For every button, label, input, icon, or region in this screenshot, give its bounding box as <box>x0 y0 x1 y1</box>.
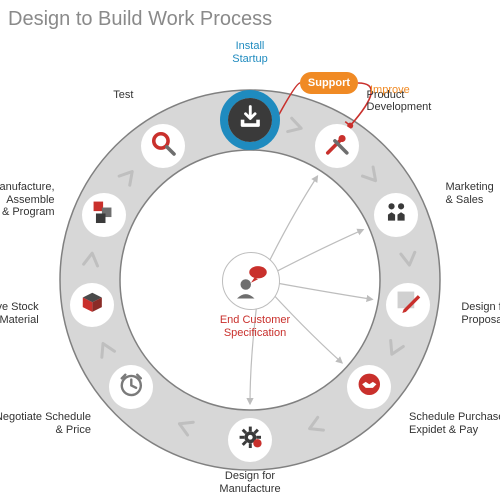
node-label: Install Startup <box>195 40 305 65</box>
handshake-icon <box>355 370 384 404</box>
process-node <box>109 365 153 409</box>
node-label: Design for Manufacture <box>195 470 305 495</box>
process-node <box>315 124 359 168</box>
process-node <box>70 283 114 327</box>
center-customer-icon <box>222 252 280 310</box>
people-icon <box>382 198 411 232</box>
support-pill-text: Support <box>308 77 350 89</box>
node-label: Negotiate Schedule & Price <box>0 411 91 436</box>
process-node <box>386 283 430 327</box>
process-node <box>141 124 185 168</box>
center-label: End Customer Specification <box>215 314 295 339</box>
node-label: Schedule Purchase, Expidet & Pay <box>409 411 500 436</box>
process-node <box>374 193 418 237</box>
pencil-icon <box>394 288 423 322</box>
process-node <box>347 365 391 409</box>
node-label: Test <box>23 89 133 102</box>
search-icon <box>149 129 178 163</box>
improve-label: Improve <box>370 84 410 96</box>
node-label: Recieve Stock & Martial Material <box>0 301 39 326</box>
process-node <box>228 418 272 462</box>
process-node <box>82 193 126 237</box>
page-title: Design to Build Work Process <box>8 8 272 31</box>
gear-icon <box>236 423 265 457</box>
download-icon <box>236 103 265 137</box>
node-label: Design for Proposal <box>461 301 500 326</box>
node-label: Manufacture, Assemble & Program <box>0 181 55 219</box>
support-pill: Support <box>300 72 358 94</box>
clock-icon <box>117 370 146 404</box>
node-label: Marketing & Sales <box>445 181 500 206</box>
tools-icon <box>323 129 352 163</box>
process-node <box>228 98 272 142</box>
blocks-icon <box>90 198 119 232</box>
box-icon <box>78 288 107 322</box>
